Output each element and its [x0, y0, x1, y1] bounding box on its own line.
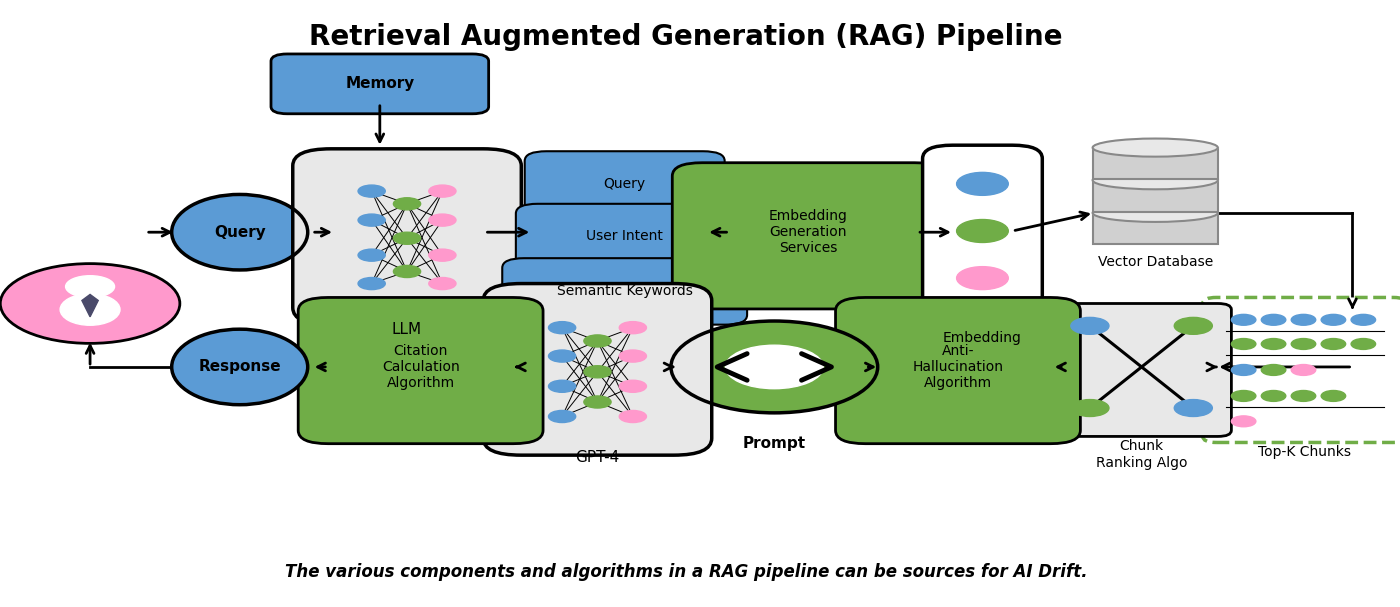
Circle shape: [1261, 365, 1285, 375]
Circle shape: [1291, 314, 1316, 325]
Circle shape: [428, 249, 456, 261]
Circle shape: [1322, 339, 1345, 350]
Circle shape: [619, 380, 647, 392]
Circle shape: [956, 220, 1008, 242]
Circle shape: [619, 410, 647, 422]
Text: Vector Database: Vector Database: [1098, 255, 1212, 269]
Circle shape: [1175, 317, 1212, 334]
Circle shape: [549, 350, 575, 362]
Circle shape: [1261, 314, 1285, 325]
Bar: [1092, 213, 1218, 244]
Circle shape: [393, 198, 420, 210]
Ellipse shape: [1092, 138, 1218, 157]
Circle shape: [725, 345, 823, 388]
Circle shape: [1232, 339, 1256, 350]
Circle shape: [1232, 314, 1256, 325]
Circle shape: [428, 214, 456, 226]
Text: Retrieval Augmented Generation (RAG) Pipeline: Retrieval Augmented Generation (RAG) Pip…: [309, 22, 1063, 50]
Text: Citation
Calculation
Algorithm: Citation Calculation Algorithm: [382, 344, 459, 390]
Bar: [1092, 180, 1218, 212]
Ellipse shape: [1092, 204, 1218, 222]
Circle shape: [358, 214, 385, 226]
Circle shape: [584, 335, 610, 347]
Circle shape: [619, 350, 647, 362]
FancyBboxPatch shape: [1203, 297, 1400, 443]
Circle shape: [1351, 339, 1376, 350]
Text: The various components and algorithms in a RAG pipeline can be sources for AI Dr: The various components and algorithms in…: [284, 563, 1088, 582]
Circle shape: [1232, 390, 1256, 401]
Circle shape: [66, 276, 115, 297]
FancyBboxPatch shape: [672, 163, 945, 309]
Text: Query: Query: [603, 177, 645, 191]
Text: Response: Response: [199, 359, 281, 375]
Circle shape: [549, 380, 575, 392]
FancyBboxPatch shape: [483, 283, 711, 455]
Circle shape: [1291, 339, 1316, 350]
Text: Anti-
Hallucination
Algorithm: Anti- Hallucination Algorithm: [913, 344, 1004, 390]
Text: Semantic Keywords: Semantic Keywords: [557, 284, 693, 298]
Text: GPT-4: GPT-4: [575, 450, 620, 466]
FancyBboxPatch shape: [1051, 304, 1232, 436]
FancyBboxPatch shape: [923, 145, 1043, 322]
Ellipse shape: [1092, 171, 1218, 189]
Text: Embedding: Embedding: [944, 331, 1022, 345]
Circle shape: [584, 366, 610, 378]
Circle shape: [1261, 339, 1285, 350]
Text: Memory: Memory: [346, 76, 414, 91]
Circle shape: [671, 321, 878, 413]
Text: Query: Query: [214, 225, 266, 240]
Text: Prompt: Prompt: [743, 436, 806, 452]
Circle shape: [1232, 365, 1256, 375]
Ellipse shape: [172, 194, 308, 270]
Circle shape: [358, 185, 385, 197]
Circle shape: [1291, 390, 1316, 401]
Bar: [1092, 148, 1218, 179]
Circle shape: [1322, 390, 1345, 401]
Circle shape: [549, 322, 575, 334]
Circle shape: [428, 277, 456, 290]
Circle shape: [0, 263, 179, 344]
Text: Chunk
Ranking Algo: Chunk Ranking Algo: [1096, 439, 1187, 470]
Ellipse shape: [60, 294, 120, 325]
Circle shape: [1071, 317, 1109, 334]
Circle shape: [358, 249, 385, 261]
Circle shape: [549, 410, 575, 422]
FancyBboxPatch shape: [525, 151, 725, 218]
FancyBboxPatch shape: [272, 54, 489, 114]
Circle shape: [584, 396, 610, 408]
Circle shape: [1322, 314, 1345, 325]
Text: Embedding
Generation
Services: Embedding Generation Services: [769, 209, 848, 256]
Circle shape: [1291, 365, 1316, 375]
Circle shape: [393, 265, 420, 277]
Circle shape: [428, 185, 456, 197]
Circle shape: [393, 232, 420, 244]
Circle shape: [1071, 399, 1109, 416]
Text: Top-K Chunks: Top-K Chunks: [1259, 446, 1351, 459]
Circle shape: [619, 322, 647, 334]
FancyBboxPatch shape: [836, 297, 1081, 444]
Circle shape: [1351, 314, 1376, 325]
Circle shape: [956, 172, 1008, 195]
Ellipse shape: [172, 329, 308, 405]
FancyBboxPatch shape: [298, 297, 543, 444]
FancyBboxPatch shape: [515, 204, 734, 270]
Circle shape: [956, 266, 1008, 290]
Text: LLM: LLM: [392, 322, 421, 337]
Circle shape: [1232, 416, 1256, 427]
Circle shape: [1175, 399, 1212, 416]
Text: User Intent: User Intent: [587, 229, 664, 243]
Circle shape: [1261, 390, 1285, 401]
Polygon shape: [83, 294, 98, 317]
FancyBboxPatch shape: [293, 149, 521, 325]
FancyBboxPatch shape: [503, 258, 748, 325]
Circle shape: [358, 277, 385, 290]
